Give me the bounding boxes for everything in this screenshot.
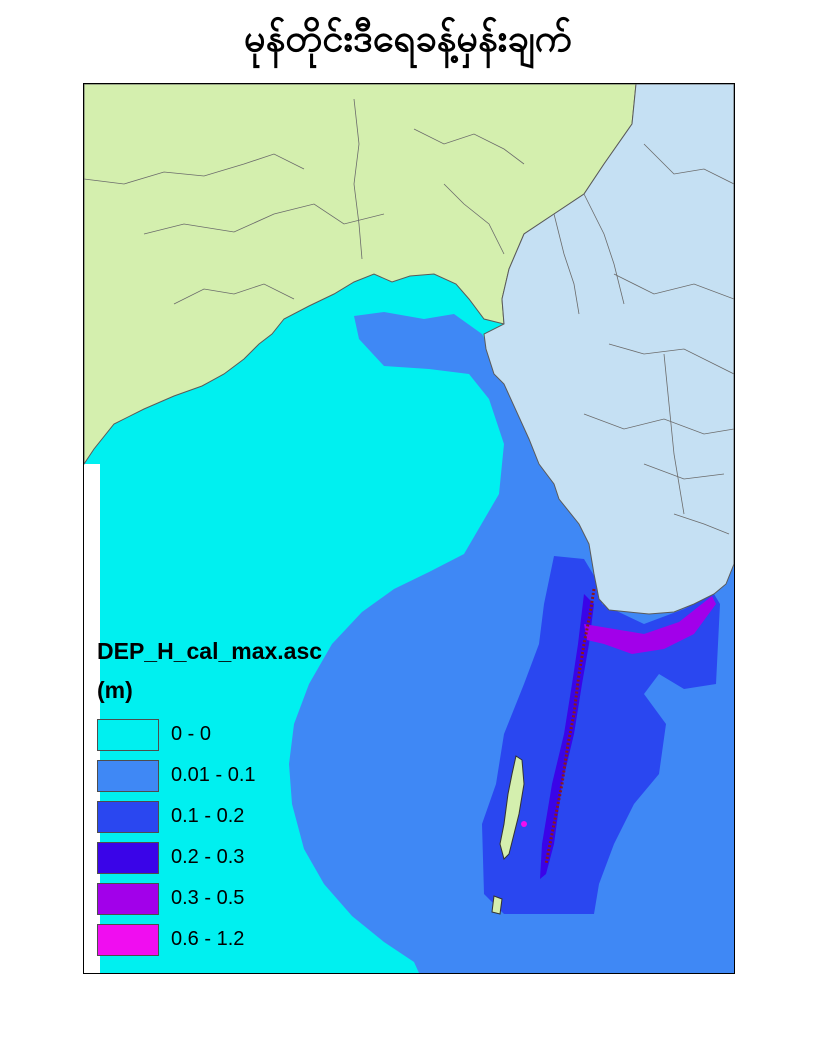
storm-surge-map[interactable]	[84, 84, 734, 973]
legend-label: 0 - 0	[171, 723, 212, 745]
surge-spot-b	[521, 821, 527, 827]
legend-label: 0.2 - 0.3	[171, 846, 245, 868]
land-myanmar	[483, 84, 734, 615]
little-andaman	[491, 895, 503, 915]
legend-item: 0.2 - 0.3	[97, 837, 322, 878]
map-frame[interactable]	[83, 83, 735, 974]
legend-item: 0.1 - 0.2	[97, 796, 322, 837]
legend-label: 0.1 - 0.2	[171, 805, 245, 827]
legend-label: 0.01 - 0.1	[171, 764, 256, 786]
andaman-islands	[499, 755, 525, 860]
legend: DEP_H_cal_max.asc (m) 0 - 0 0.01 - 0.1 0.1…	[97, 638, 322, 960]
legend-units: (m)	[97, 677, 133, 703]
legend-swatch	[97, 718, 159, 751]
surge-zone-0-3-0-5	[584, 596, 716, 654]
legend-item: 0 - 0	[97, 714, 322, 755]
legend-swatch	[97, 759, 159, 792]
legend-label: 0.6 - 1.2	[171, 928, 245, 950]
legend-item: 0.6 - 1.2	[97, 919, 322, 960]
legend-swatch	[97, 882, 159, 915]
legend-label: 0.3 - 0.5	[171, 887, 245, 909]
legend-item: 0.01 - 0.1	[97, 755, 322, 796]
legend-swatch	[97, 800, 159, 833]
legend-title: DEP_H_cal_max.asc	[97, 638, 323, 664]
legend-swatch	[97, 923, 159, 956]
legend-swatch	[97, 841, 159, 874]
legend-rows: 0 - 0 0.01 - 0.1 0.1 - 0.2 0.2 - 0.3 0.3 - 0…	[97, 714, 322, 960]
fault-rupture-line	[544, 588, 596, 865]
admin-borders	[84, 98, 734, 535]
legend-item: 0.3 - 0.5	[97, 878, 322, 919]
map-title: မုန်တိုင်းဒီရေခန့်မှန်းချက်	[243, 16, 572, 60]
no-data-strip	[84, 464, 100, 973]
